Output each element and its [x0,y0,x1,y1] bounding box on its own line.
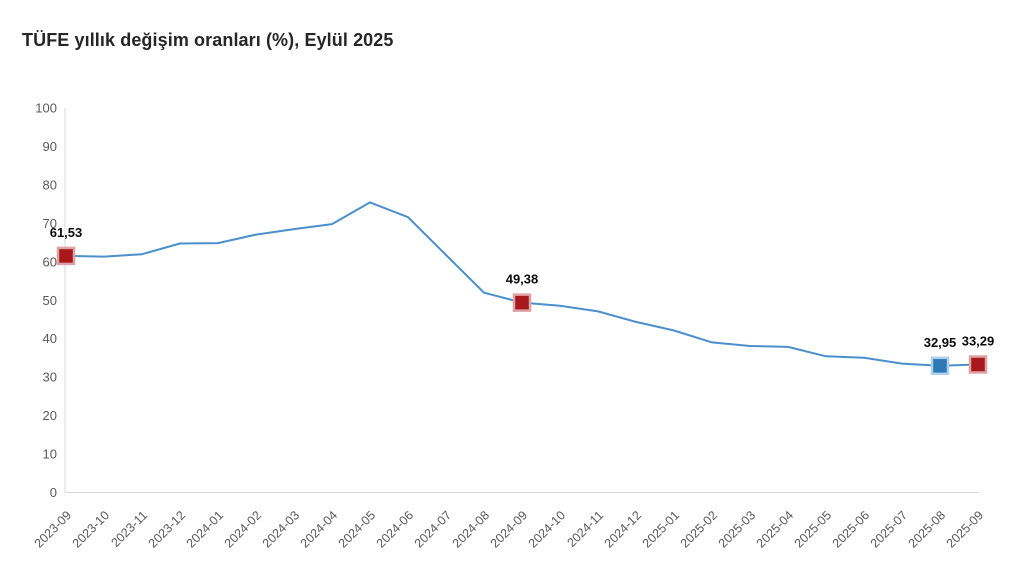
x-tick-label: 2024-02 [222,508,264,550]
y-tick-label: 100 [35,101,57,116]
x-tick-label: 2025-04 [754,508,796,550]
data-point-marker-2025-08[interactable] [930,356,950,376]
y-tick-label: 0 [50,485,57,500]
x-tick-label: 2025-01 [640,508,682,550]
data-point-marker-2025-09[interactable] [968,355,988,374]
y-tick-label: 80 [43,177,57,192]
data-point-label-2024-09: 49,38 [506,272,539,287]
x-tick-label: 2024-10 [526,508,568,550]
x-tick-label: 2024-07 [412,508,454,550]
y-tick-label: 40 [43,331,57,346]
x-tick-label: 2024-01 [184,508,226,550]
y-tick-label: 90 [43,139,57,154]
data-point-marker-2024-09[interactable] [512,293,532,312]
x-tick-label: 2025-09 [944,508,986,550]
x-tick-label: 2023-11 [108,508,150,550]
x-tick-label: 2023-09 [32,508,74,550]
x-tick-label: 2024-06 [374,508,416,550]
x-tick-label: 2025-07 [868,508,910,550]
x-tick-label: 2024-08 [450,508,492,550]
x-tick-label: 2025-03 [716,508,758,550]
x-tick-label: 2025-05 [792,508,834,550]
x-tick-label: 2024-05 [336,508,378,550]
data-point-marker-2023-09[interactable] [56,246,76,266]
y-tick-label: 60 [43,254,57,269]
data-point-label-2023-09: 61,53 [50,225,83,240]
chart-title: TÜFE yıllık değişim oranları (%), Eylül … [22,30,394,50]
x-tick-label: 2024-04 [298,508,340,550]
x-tick-label: 2024-11 [564,508,606,550]
x-tick-label: 2023-12 [146,508,188,550]
y-tick-label: 70 [43,216,57,231]
x-tick-label: 2024-09 [488,508,530,550]
x-tick-label: 2024-03 [260,508,302,550]
x-tick-label: 2023-10 [70,508,112,550]
y-tick-label: 30 [43,370,57,385]
y-tick-label: 20 [43,408,57,423]
y-tick-label: 10 [43,447,57,462]
data-point-label-2025-08: 32,95 [924,335,957,350]
data-point-label-2025-09: 33,29 [962,333,995,348]
x-tick-label: 2025-02 [678,508,720,550]
x-tick-label: 2024-12 [602,508,644,550]
x-tick-label: 2025-06 [830,508,872,550]
y-tick-label: 50 [43,293,57,308]
x-tick-label: 2025-08 [906,508,948,550]
